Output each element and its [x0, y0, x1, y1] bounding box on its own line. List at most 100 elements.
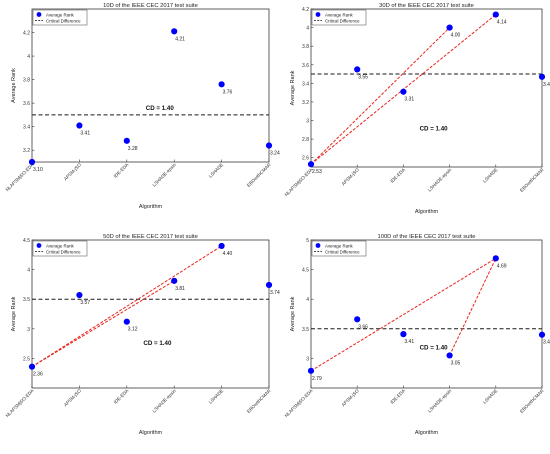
y-tick-label: 4: [27, 54, 30, 60]
legend-rank-label: Average Rank: [325, 243, 354, 248]
legend-cd-label: Critical Difference: [325, 18, 360, 23]
rank-point: [76, 291, 83, 299]
y-tick-label: 5: [306, 238, 309, 244]
y-tick-label: 3: [306, 356, 309, 362]
x-tick-label: IDE-EDA: [113, 162, 130, 179]
rank-point: [307, 161, 315, 168]
x-tick-label: LSHADE: [208, 162, 225, 179]
x-tick-label: LSHADE-epsin: [427, 388, 453, 414]
rank-point: [171, 277, 178, 284]
chart-panel-0: 10D of the IEEE CEC 2017 test suite 3.2 3.…: [5, 3, 280, 210]
y-tick-label: 4.5: [302, 268, 309, 274]
rank-value-label: 3.41: [80, 131, 90, 137]
rank-value-label: 3.40: [543, 340, 550, 346]
rank-point: [123, 137, 130, 144]
cd-connector-line: [310, 257, 497, 372]
chart-title: 10D of the IEEE CEC 2017 test suite: [103, 3, 198, 9]
x-tick-label: APSM-jSO: [341, 388, 361, 408]
rank-value-label: 3.28: [128, 146, 138, 152]
y-tick-label: 3.4: [23, 125, 30, 131]
y-tick-label: 2.5: [23, 356, 30, 362]
cd-connector-line: [31, 245, 222, 368]
rank-value-label: 4.40: [223, 251, 233, 257]
y-tick-label: 4.5: [23, 238, 30, 244]
cd-connector-line: [310, 27, 450, 165]
y-tick-label: 3.8: [23, 78, 30, 84]
y-tick-label: 4: [306, 26, 309, 32]
rank-point: [28, 158, 36, 166]
y-axis-label: Average Rank: [290, 70, 296, 105]
cd-value-label: CD = 1.40: [143, 340, 172, 347]
y-axis-label: Average Rank: [290, 296, 296, 331]
y-tick-label: 3: [306, 119, 309, 125]
x-tick-label: EBOwithCMAR: [519, 167, 545, 193]
x-tick-label: LSHADE: [482, 167, 499, 184]
x-tick-label: EBOwithCMAR: [246, 162, 272, 188]
rank-value-label: 3.47: [543, 82, 550, 88]
y-tick-label: 3.6: [23, 101, 30, 107]
rank-value-label: 4.69: [497, 263, 507, 269]
rank-value-label: 3.76: [223, 89, 233, 95]
y-tick-label: 3.2: [23, 148, 30, 154]
rank-value-label: 3.81: [175, 286, 185, 292]
x-tick-label: NLAPSMjSO-EDA: [5, 388, 36, 419]
rank-value-label: 3.55: [358, 74, 368, 80]
rank-value-label: 4.00: [451, 33, 461, 39]
legend-point-marker: [36, 243, 42, 248]
rank-point: [446, 352, 453, 359]
x-tick-label: APSM-jSO: [63, 388, 83, 408]
legend-cd-label: Critical Difference: [325, 249, 360, 254]
x-tick-label: LSHADE-epsin: [152, 388, 178, 414]
cd-value-label: CD = 1.40: [146, 105, 175, 112]
y-tick-label: 3.8: [302, 44, 309, 50]
legend-point-marker: [36, 12, 42, 17]
x-axis-label: Algorithm: [139, 204, 163, 210]
chart-title: 100D of the IEEE CEC 2017 test suite: [378, 234, 476, 240]
x-tick-label: IDE-EDA: [389, 388, 406, 405]
plot-frame: [31, 8, 270, 163]
legend-box: [32, 240, 88, 257]
rank-point: [265, 142, 273, 149]
y-tick-label: 3.2: [302, 100, 309, 106]
rank-value-label: 3.10: [33, 167, 43, 173]
rank-value-label: 3.05: [451, 360, 461, 366]
rank-point: [307, 367, 315, 374]
plot-frame: [310, 8, 543, 168]
rank-value-label: 3.66: [358, 324, 368, 330]
x-tick-label: NLAPSMjSO-EDA: [5, 162, 36, 193]
rank-point: [76, 122, 83, 129]
x-tick-label: LSHADE-epsin: [427, 167, 453, 193]
legend-rank-label: Average Rank: [46, 243, 75, 248]
rank-value-label: 2.36: [33, 372, 43, 378]
rank-point: [171, 28, 178, 35]
rank-point: [28, 363, 36, 370]
y-axis-label: Average Rank: [11, 296, 17, 331]
y-tick-label: 4: [27, 268, 30, 274]
plot-frame: [310, 239, 543, 389]
y-tick-label: 2.8: [302, 137, 309, 143]
legend-rank-label: Average Rank: [46, 12, 75, 17]
chart-panel-1: 30D of the IEEE CEC 2017 test suite 2.6 2.…: [284, 3, 550, 215]
x-tick-label: LSHADE: [208, 388, 225, 405]
rank-point: [538, 73, 546, 80]
rank-value-label: 3.74: [270, 290, 280, 296]
cd-value-label: CD = 1.40: [420, 345, 449, 352]
y-tick-label: 3.6: [302, 63, 309, 69]
x-tick-label: APSM-jSO: [341, 167, 361, 187]
x-axis-label: Algorithm: [139, 430, 163, 436]
rank-value-label: 2.79: [312, 376, 322, 382]
x-tick-label: APSM-jSO: [63, 162, 83, 182]
rank-value-label: 3.24: [270, 151, 280, 157]
legend-box: [311, 9, 367, 26]
rank-value-label: 3.12: [128, 327, 138, 333]
rank-value-label: 2.53: [312, 169, 322, 175]
rank-value-label: 4.21: [175, 36, 185, 42]
rank-point: [218, 81, 225, 88]
x-tick-label: IDE-EDA: [389, 167, 406, 184]
rank-point: [492, 11, 499, 18]
